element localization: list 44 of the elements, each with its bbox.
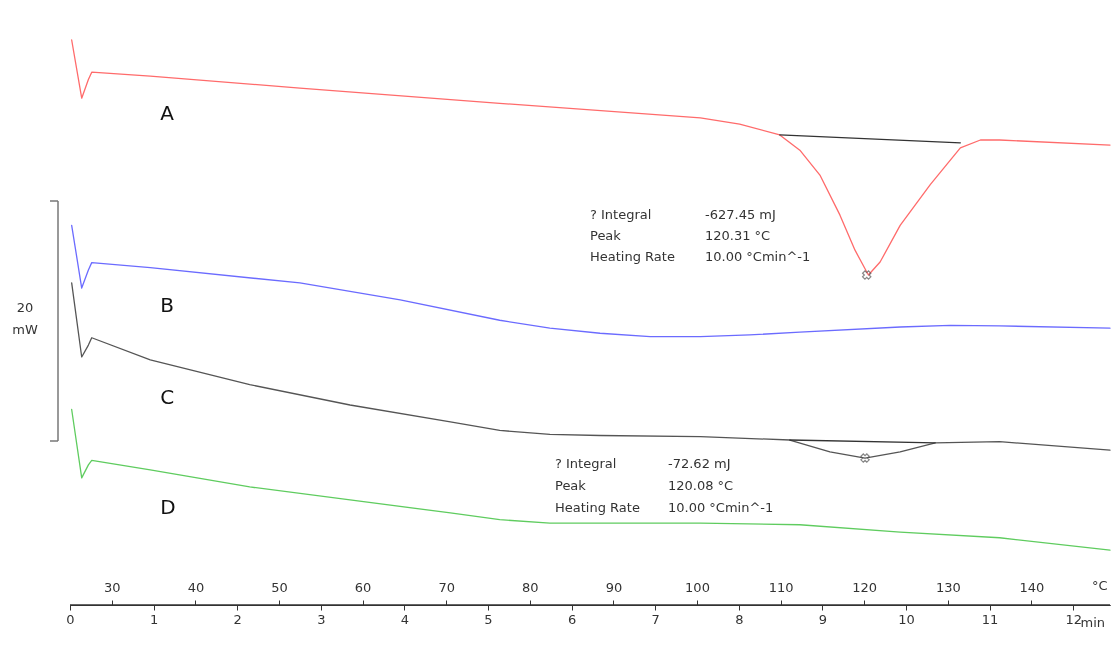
x2-tick-label: 120 xyxy=(852,579,878,595)
annotation: Peak xyxy=(555,478,587,493)
x-tick-label: 3 xyxy=(317,611,326,627)
series-label: C xyxy=(160,384,175,409)
x2-tick-label: 100 xyxy=(685,579,710,595)
annotation: 120.31 °C xyxy=(705,228,771,243)
x-tick-label: 12 xyxy=(1065,611,1082,627)
text: 20 mW xyxy=(12,300,38,337)
x-tick-label: 6 xyxy=(567,611,577,627)
x-tick-label: 4 xyxy=(400,611,410,627)
annotation: Heating Rate xyxy=(590,249,675,264)
annotation: 10.00 °Cmin^-1 xyxy=(668,500,774,515)
annotation: ? Integral xyxy=(555,456,617,471)
x2-tick-label: 140 xyxy=(1019,579,1045,595)
x2-tick-label: 60 xyxy=(354,579,372,595)
x-tick-label: 8 xyxy=(735,611,744,627)
series-label: A xyxy=(160,101,175,126)
x-tick-label: 9 xyxy=(818,611,828,627)
annotation: -627.45 mJ xyxy=(705,207,776,222)
annotation: -72.62 mJ xyxy=(668,456,731,471)
annotation: 120.08 °C xyxy=(668,478,734,493)
x-tick-label: 5 xyxy=(484,611,493,627)
series-label: D xyxy=(160,494,176,519)
x2-tick-label: 50 xyxy=(271,579,288,595)
x2-tick-label: 80 xyxy=(522,579,539,595)
x2-axis-title: °C xyxy=(1091,577,1108,593)
x-tick-label: 10 xyxy=(898,611,915,627)
x2-tick-label: 90 xyxy=(605,579,623,595)
annotation: 10.00 °Cmin^-1 xyxy=(705,249,811,264)
annotation: ? Integral xyxy=(590,207,652,222)
annotation: Peak xyxy=(590,228,622,243)
x-axis-title: min xyxy=(1080,614,1106,630)
annotation: Heating Rate xyxy=(555,500,640,515)
x2-tick-label: 70 xyxy=(438,579,455,595)
x-tick-label: 0 xyxy=(66,611,75,627)
x2-tick-label: 30 xyxy=(104,579,121,595)
x2-tick-label: 130 xyxy=(935,579,961,595)
x-tick-label: 7 xyxy=(651,611,660,627)
series-label: B xyxy=(160,292,174,317)
x2-tick-label: 40 xyxy=(187,579,205,595)
x-tick-label: 1 xyxy=(149,611,159,627)
x-tick-label: 2 xyxy=(233,611,242,627)
x2-tick-label: 110 xyxy=(768,579,794,595)
x-tick-label: 11 xyxy=(981,611,999,627)
